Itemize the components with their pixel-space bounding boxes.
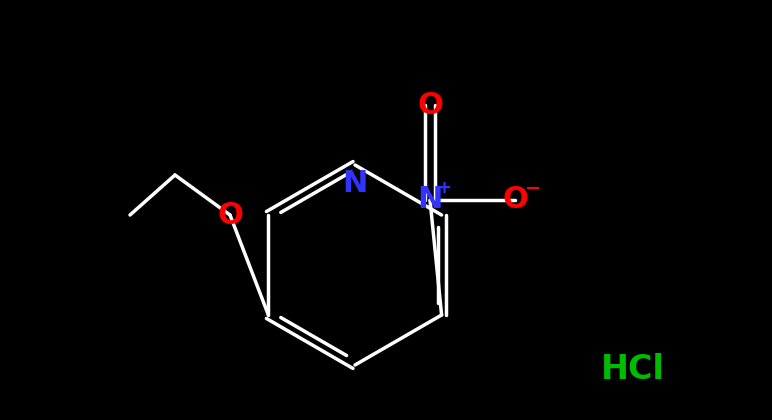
Text: O: O [217,200,243,229]
Text: −: − [525,178,541,197]
Text: HCl: HCl [601,353,665,386]
Text: O: O [502,186,528,215]
Text: +: + [436,179,452,197]
Text: N: N [418,186,442,215]
Text: O: O [417,90,443,120]
Text: N: N [342,168,367,197]
